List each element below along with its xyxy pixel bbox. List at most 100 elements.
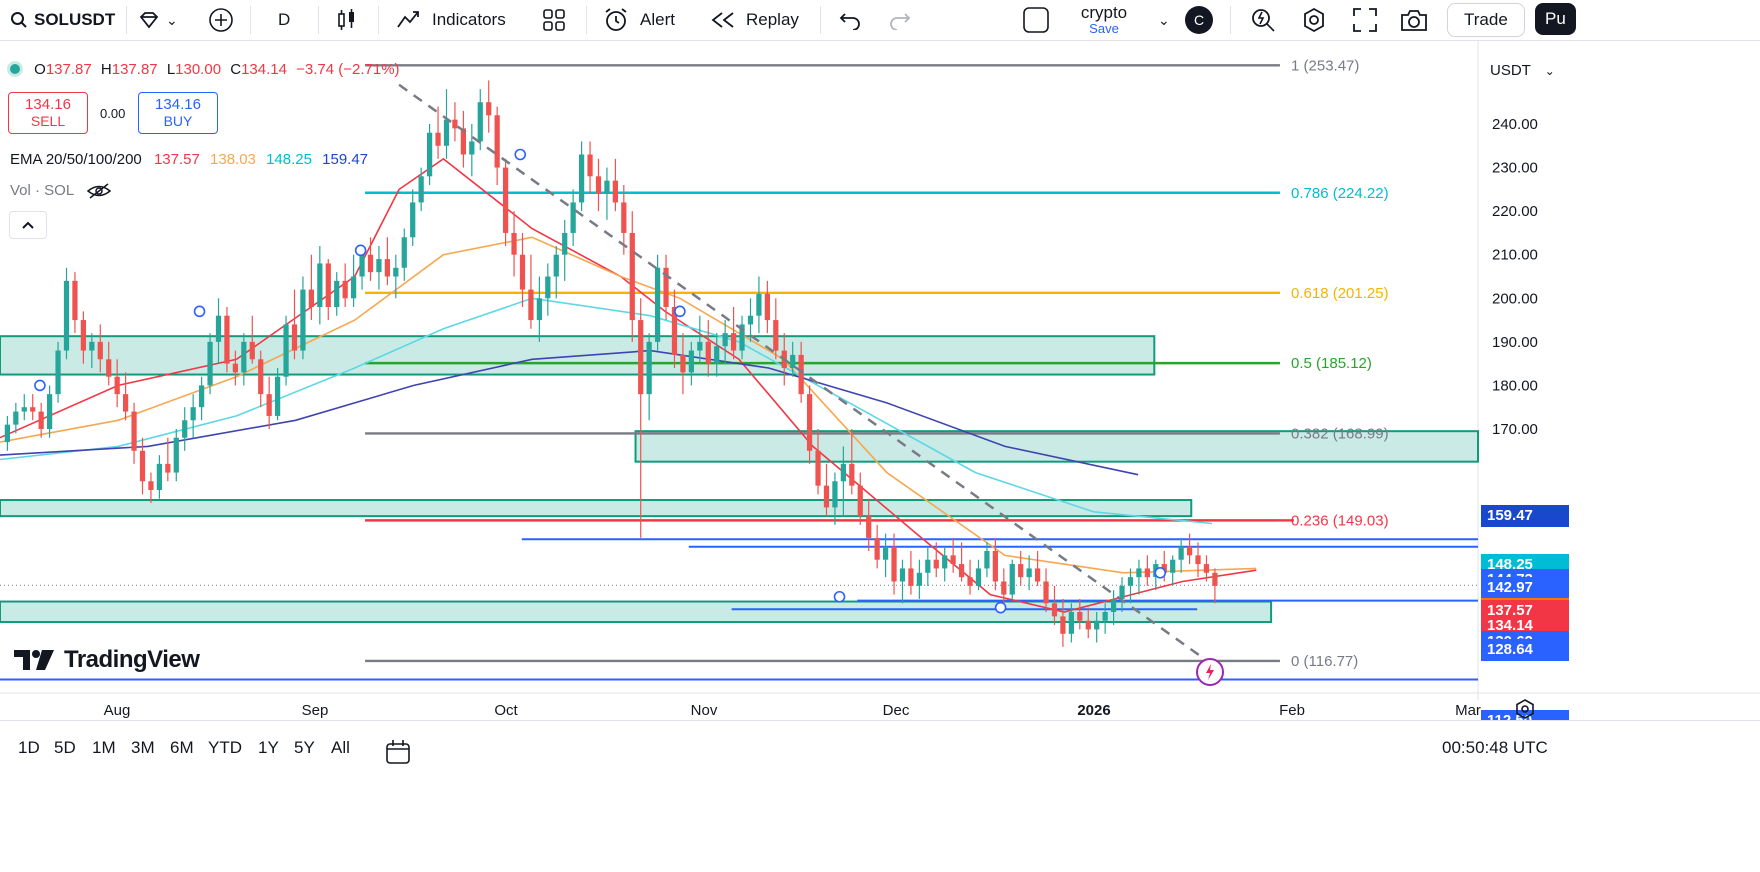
ema-line [0,157,1257,613]
snapshot-button[interactable] [1400,0,1428,40]
range-button-all[interactable]: All [331,738,350,757]
layout-chevron-down-icon[interactable]: ⌄ [1158,11,1170,28]
undo-button[interactable] [838,0,862,40]
magnifier-bolt-icon [1252,9,1275,32]
range-button-1y[interactable]: 1Y [258,738,279,757]
ema-legend[interactable]: EMA 20/50/100/200 137.57 138.03 148.25 1… [10,151,368,168]
y-tick-label: 220.00 [1492,203,1538,220]
candle-body [80,320,87,351]
candle-body [359,254,365,277]
range-button-1m[interactable]: 1M [92,738,116,757]
lightning-badge[interactable] [1196,658,1224,686]
candle-body [1212,572,1218,586]
candle-body [511,232,517,255]
plus-circle-icon [209,8,233,32]
candle-body [139,450,146,482]
candle-body [1001,581,1007,595]
alert-button[interactable]: Alert [602,0,675,40]
symbol-name: SOLUSDT [34,10,116,29]
clock[interactable]: 00:50:48 UTC [1442,738,1548,757]
candle-body [224,315,230,364]
volume-legend[interactable]: Vol · SOL [10,182,112,200]
templates-button[interactable] [542,0,566,40]
alarm-clock-icon [605,8,627,31]
candle-body [849,463,855,486]
range-button-3m[interactable]: 3M [131,738,155,757]
range-button-ytd[interactable]: YTD [208,738,242,757]
candle-body [317,263,323,307]
avatar[interactable]: C [1185,0,1213,40]
chart-type-button[interactable] [336,0,358,40]
candle-body [38,411,44,429]
candle-body [46,394,53,429]
range-button-5d[interactable]: 5D [54,738,76,757]
fullscreen-button[interactable] [1352,0,1378,40]
settings-button[interactable] [1300,0,1328,40]
indicators-icon [397,11,419,28]
sell-button[interactable]: 134.16 SELL [8,92,88,134]
candle-body [1051,603,1058,617]
candle-body [882,546,889,560]
quick-search-button[interactable] [1250,0,1276,40]
candle-body [173,437,179,473]
supply-demand-zone [0,499,1193,518]
range-button-6m[interactable]: 6M [170,738,194,757]
price-chart[interactable]: 1 (253.47) 0.786 (224.22) 0.618 (201.25) 0.… [0,41,1760,741]
candle-body [114,376,120,395]
low-label: L [166,61,176,78]
candle-body [705,341,711,364]
price-axis-label: 128.64 [1481,639,1569,662]
date-range-button[interactable] [384,738,412,771]
layout-name[interactable]: crypto Save [1072,0,1136,40]
candle-body [1178,546,1184,560]
buy-price: 134.16 [155,96,201,113]
close-value: 134.14 [241,61,287,78]
redo-button[interactable] [888,0,912,40]
candle-body [418,176,424,203]
candle-body [680,354,686,373]
candle-body [249,341,255,360]
ema-line [0,236,1257,574]
candle-body [266,394,272,416]
settings-gear-icon [1516,699,1534,719]
candle-body [916,572,922,586]
price-axis-label: 159.47 [1481,504,1569,527]
publish-button[interactable]: Pu [1535,3,1576,35]
candle-body [350,276,357,299]
axis-settings-button[interactable] [1514,698,1536,725]
candle-body [975,568,982,586]
candle-body [790,354,796,368]
trade-button[interactable]: Trade [1447,3,1525,37]
eye-hidden-icon[interactable] [86,182,112,200]
layout-name-label: crypto [1080,3,1128,22]
indicators-button[interactable]: Indicators [396,0,506,40]
range-button-5y[interactable]: 5Y [294,738,315,757]
candle-body [773,320,779,351]
range-button-1d[interactable]: 1D [18,738,40,757]
interval-button[interactable]: D [278,10,291,29]
candle-body [891,546,897,582]
y-tick-label: 230.00 [1492,160,1538,177]
candle-body [63,280,70,351]
redo-icon [890,13,911,30]
compare-dropdown[interactable]: ⌄ [138,0,178,40]
replay-button[interactable]: Replay [710,0,799,40]
x-tick-label: Sep [302,702,329,719]
currency-selector[interactable]: USDT ⌄ [1488,57,1566,85]
y-tick-label: 200.00 [1492,290,1538,307]
candle-body [764,293,770,321]
candle-body [97,341,103,360]
fib-level-label: 0.786 (224.22) [1291,185,1389,202]
candle-body [933,559,939,569]
add-symbol-button[interactable] [208,0,234,40]
collapse-legend-button[interactable] [9,211,47,239]
candle-body [545,276,551,299]
buy-button[interactable]: 134.16 BUY [138,92,218,134]
y-tick-label: 210.00 [1492,247,1538,264]
candle-body [55,350,61,395]
candle-body [1110,598,1117,612]
candle-body [207,341,213,386]
layout-toggle[interactable] [1022,0,1050,40]
event-marker [833,590,846,603]
symbol-search[interactable]: SOLUSDT [10,0,115,40]
